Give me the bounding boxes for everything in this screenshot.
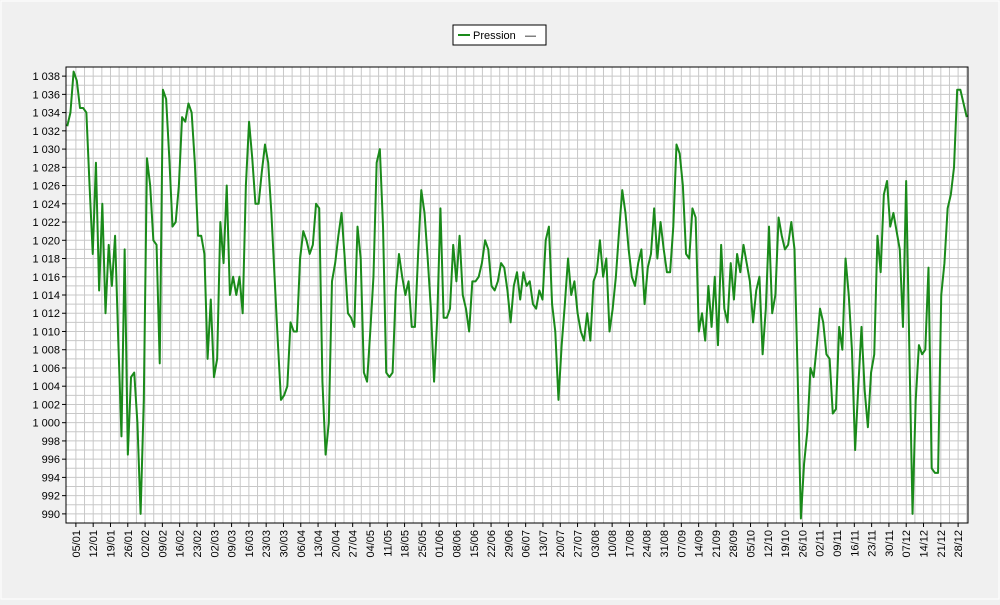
- x-tick-label: 14/09: [694, 530, 706, 558]
- y-tick-label: 1 022: [32, 217, 60, 229]
- x-tick-label: 16/11: [849, 530, 861, 557]
- x-tick-label: 21/12: [936, 530, 948, 558]
- legend-marker: —: [525, 30, 536, 42]
- x-tick-label: 16/03: [244, 530, 256, 558]
- y-tick-label: 1 020: [32, 235, 60, 247]
- x-tick-label: 23/02: [192, 530, 204, 558]
- y-tick-label: 1 004: [32, 381, 60, 393]
- x-tick-label: 05/10: [746, 530, 758, 558]
- y-tick-label: 1 010: [32, 326, 60, 338]
- y-tick-label: 1 016: [32, 272, 60, 284]
- x-tick-label: 23/11: [867, 530, 879, 557]
- y-tick-label: 990: [42, 509, 60, 521]
- x-tick-label: 02/11: [815, 530, 827, 557]
- legend-label: Pression: [473, 30, 516, 42]
- x-tick-label: 26/10: [797, 530, 809, 558]
- x-tick-label: 02/03: [209, 530, 221, 558]
- x-tick-label: 06/07: [521, 530, 533, 558]
- x-tick-label: 19/01: [105, 530, 117, 558]
- x-tick-label: 05/01: [71, 530, 83, 558]
- y-tick-label: 1 024: [32, 199, 60, 211]
- x-tick-label: 12/01: [88, 530, 100, 558]
- x-tick-label: 07/12: [901, 530, 913, 558]
- x-tick-label: 09/03: [227, 530, 239, 558]
- x-tick-label: 26/01: [123, 530, 135, 558]
- x-tick-label: 13/04: [313, 530, 325, 558]
- x-tick-label: 28/09: [728, 530, 740, 558]
- x-tick-label: 27/07: [573, 530, 585, 558]
- x-tick-label: 28/12: [953, 530, 965, 558]
- x-tick-label: 03/08: [590, 530, 602, 558]
- y-tick-label: 1 030: [32, 144, 60, 156]
- x-tick-label: 09/02: [157, 530, 169, 558]
- x-tick-label: 22/06: [486, 530, 498, 558]
- x-tick-label: 15/06: [469, 530, 481, 558]
- y-tick-label: 1 002: [32, 399, 60, 411]
- x-tick-label: 20/04: [330, 530, 342, 558]
- x-tick-label: 02/02: [140, 530, 152, 558]
- y-axis: 990 992 994 996 998 1 000 1 002 1 004 1 006 1 008…: [32, 71, 66, 521]
- x-tick-label: 19/10: [780, 530, 792, 558]
- legend: Pression —: [452, 24, 547, 46]
- x-axis: 05/01 12/01 19/01 26/01 02/02 09/02 16/02 23/02…: [71, 523, 965, 558]
- legend-box: [452, 24, 547, 46]
- y-tick-label: 1 014: [32, 290, 60, 302]
- y-tick-label: 1 006: [32, 363, 60, 375]
- x-tick-label: 09/11: [832, 530, 844, 557]
- plot-border: [65, 66, 969, 524]
- x-tick-label: 18/05: [400, 530, 412, 558]
- x-tick-label: 31/08: [659, 530, 671, 558]
- y-tick-label: 1 028: [32, 162, 60, 174]
- series-group: [66, 70, 968, 520]
- x-tick-label: 10/08: [607, 530, 619, 558]
- y-tick-label: 992: [42, 491, 60, 503]
- x-tick-label: 12/10: [763, 530, 775, 558]
- x-tick-label: 30/03: [278, 530, 290, 558]
- y-tick-label: 1 038: [32, 71, 60, 83]
- y-tick-label: 1 008: [32, 345, 60, 357]
- x-tick-label: 29/06: [503, 530, 515, 558]
- y-tick-label: 1 032: [32, 126, 60, 138]
- x-tick-label: 17/08: [624, 530, 636, 558]
- x-tick-label: 08/06: [451, 530, 463, 558]
- y-tick-label: 1 000: [32, 418, 60, 430]
- y-tick-label: 1 036: [32, 89, 60, 101]
- y-tick-label: 1 034: [32, 108, 60, 120]
- x-tick-label: 25/05: [417, 530, 429, 558]
- y-tick-label: 998: [42, 436, 60, 448]
- x-tick-label: 06/04: [296, 530, 308, 558]
- series-line-pression: [66, 70, 968, 520]
- y-tick-label: 994: [42, 472, 60, 484]
- x-tick-label: 30/11: [884, 530, 896, 557]
- y-tick-label: 996: [42, 454, 60, 466]
- x-tick-label: 21/09: [711, 530, 723, 558]
- x-tick-label: 23/03: [261, 530, 273, 558]
- y-tick-label: 1 012: [32, 308, 60, 320]
- x-tick-label: 20/07: [555, 530, 567, 558]
- x-tick-label: 04/05: [365, 530, 377, 558]
- x-tick-label: 07/09: [676, 530, 688, 558]
- x-tick-label: 27/04: [348, 530, 360, 558]
- x-tick-label: 01/06: [434, 530, 446, 558]
- x-tick-label: 13/07: [538, 530, 550, 558]
- x-tick-label: 11/05: [382, 530, 394, 557]
- x-tick-label: 24/08: [642, 530, 654, 558]
- y-tick-label: 1 018: [32, 254, 60, 266]
- x-tick-label: 14/12: [919, 530, 931, 558]
- y-tick-label: 1 026: [32, 181, 60, 193]
- x-tick-label: 16/02: [175, 530, 187, 558]
